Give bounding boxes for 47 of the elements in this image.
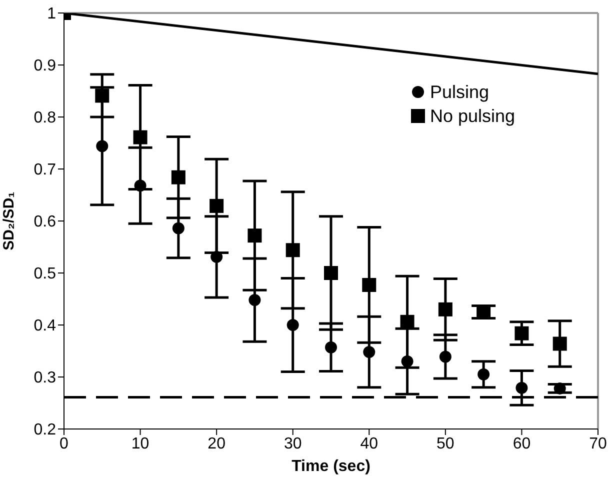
y-tick-label: 0.7	[34, 162, 56, 179]
point	[286, 319, 299, 331]
y-axis-title: SD₂/SD₁	[0, 192, 18, 250]
point	[362, 278, 376, 292]
point	[552, 336, 567, 351]
point	[516, 382, 528, 394]
x-tick-label: 0	[60, 435, 69, 452]
y-tick-label: 1	[47, 6, 56, 23]
point	[95, 88, 110, 103]
point	[478, 368, 490, 380]
point	[286, 243, 300, 258]
point	[325, 341, 337, 354]
point	[401, 355, 414, 368]
y-tick-label: 0.2	[34, 422, 56, 439]
point	[324, 266, 338, 280]
y-tick-label: 0.6	[34, 214, 56, 231]
point	[96, 140, 108, 152]
x-tick-label: 50	[436, 435, 454, 452]
legend-label: Pulsing	[430, 81, 490, 104]
point	[210, 250, 223, 263]
x-axis-title: Time (sec)	[292, 458, 370, 475]
point	[439, 350, 452, 363]
point	[400, 314, 414, 329]
point	[172, 222, 184, 234]
point	[134, 180, 146, 192]
point	[514, 326, 529, 340]
point	[363, 346, 376, 358]
x-tick-label: 20	[208, 435, 226, 452]
y-tick-label: 0.9	[34, 58, 56, 75]
legend-label: No pulsing	[430, 105, 516, 128]
x-tick-label: 60	[512, 435, 531, 452]
point	[248, 294, 261, 306]
point	[210, 198, 224, 213]
y-tick-label: 0.5	[34, 266, 56, 283]
point	[133, 130, 148, 144]
point	[554, 382, 566, 394]
point	[171, 170, 186, 184]
y-tick-label: 0.4	[34, 318, 56, 335]
y-tick-label: 0.3	[34, 370, 56, 387]
x-tick-label: 10	[131, 435, 150, 452]
x-tick-label: 70	[589, 435, 607, 452]
point	[248, 228, 262, 243]
point	[476, 305, 491, 319]
x-tick-label: 40	[360, 435, 378, 452]
x-tick-label: 30	[284, 435, 302, 452]
y-tick-label: 0.8	[34, 110, 56, 127]
point	[438, 302, 452, 316]
